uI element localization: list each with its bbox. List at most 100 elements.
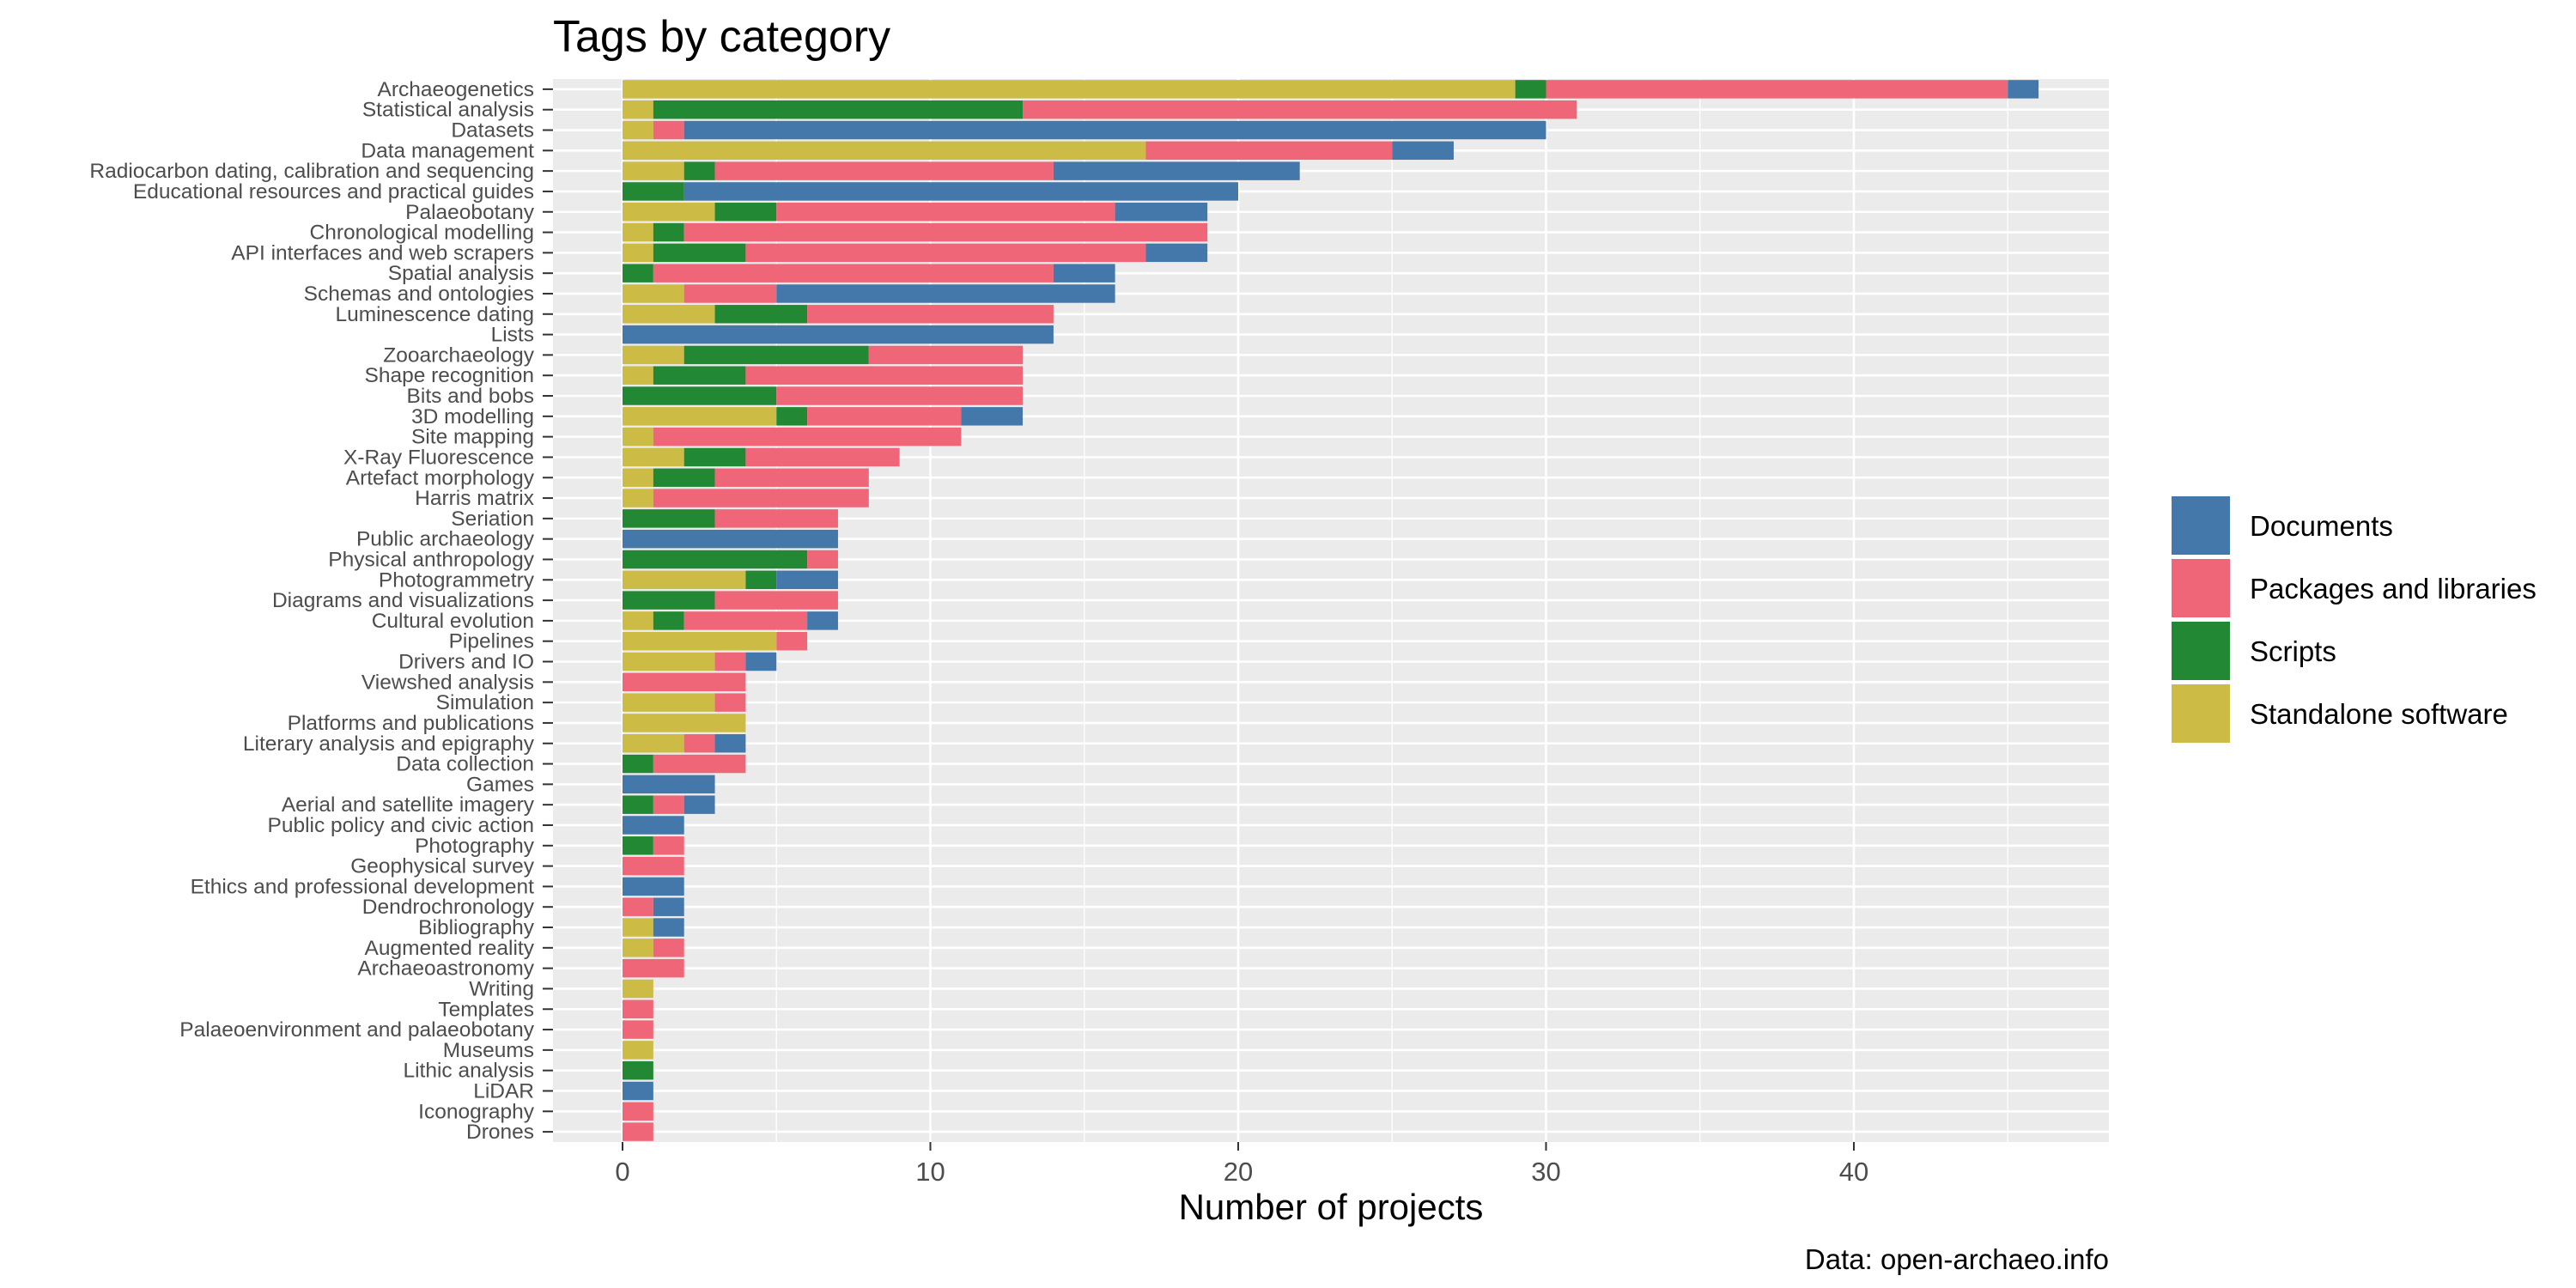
- bar-segment: [623, 141, 1146, 161]
- bar-segment: [653, 120, 684, 140]
- category-label: Statistical analysis: [362, 99, 534, 122]
- category-label: Writing: [469, 977, 534, 1000]
- bar-segment: [745, 652, 777, 671]
- bar-segment: [653, 611, 684, 630]
- bar-segment: [714, 734, 746, 753]
- bar-segment: [653, 243, 746, 263]
- bar-segment: [623, 1041, 653, 1060]
- bar-segment: [683, 284, 777, 303]
- bar-segment: [776, 203, 1115, 222]
- category-label: LiDAR: [473, 1079, 534, 1103]
- bar-segment: [653, 918, 684, 937]
- bar-segment: [623, 1020, 653, 1039]
- bar-segment: [745, 570, 777, 590]
- bar-segment: [623, 1102, 653, 1121]
- category-label: 3D modelling: [411, 405, 534, 428]
- x-ticks: 0 10 20 30 40: [615, 1142, 1868, 1187]
- legend-swatch: [2172, 622, 2230, 680]
- bar-segment: [623, 836, 653, 855]
- bar-segment: [653, 264, 1054, 283]
- bar-segment: [1392, 141, 1454, 161]
- bar-segment: [623, 427, 653, 447]
- category-label: Seriation: [451, 507, 534, 531]
- bar-segment: [807, 407, 962, 426]
- bar-segment: [623, 264, 653, 283]
- bar-segment: [1145, 243, 1208, 263]
- bar-segment: [2008, 80, 2039, 99]
- bar-segment: [683, 447, 746, 467]
- bar-segment: [623, 1122, 653, 1141]
- category-label: Viewshed analysis: [361, 671, 534, 694]
- bar-segment: [623, 693, 715, 712]
- category-label: Drones: [466, 1121, 534, 1144]
- category-label: Zooarchaeology: [383, 343, 534, 367]
- bar-segment: [623, 672, 746, 692]
- bar-segment: [623, 509, 715, 528]
- bar-segment: [714, 693, 746, 712]
- bar-segment: [776, 386, 1024, 405]
- bar-segment: [623, 734, 684, 753]
- bar-segment: [653, 897, 684, 916]
- category-label: Artefact morphology: [346, 466, 535, 489]
- bar-segment: [653, 836, 684, 855]
- bar-segment: [745, 447, 900, 467]
- bar-segment: [623, 305, 715, 324]
- bar-segment: [623, 284, 684, 303]
- bar-segment: [623, 979, 653, 999]
- bars: [623, 80, 2039, 1141]
- category-label: Chronological modelling: [310, 222, 535, 245]
- bar-segment: [653, 427, 962, 447]
- bar-segment: [1546, 80, 2008, 99]
- bar-segment: [683, 611, 808, 630]
- bar-segment: [623, 447, 684, 467]
- bar-segment: [714, 305, 808, 324]
- category-label: Drivers and IO: [398, 651, 534, 674]
- x-tick-label: 0: [615, 1157, 629, 1187]
- bar-segment: [1053, 264, 1115, 283]
- bar-segment: [623, 468, 653, 487]
- bar-segment: [623, 80, 1516, 99]
- bar-segment: [623, 161, 684, 180]
- bar-segment: [623, 243, 653, 263]
- bar-segment: [714, 652, 746, 671]
- category-label: Bibliography: [418, 916, 535, 939]
- category-label: Public archaeology: [356, 528, 535, 551]
- category-label: Diagrams and visualizations: [272, 589, 534, 612]
- x-tick-label: 30: [1531, 1157, 1560, 1187]
- bar-segment: [623, 489, 653, 507]
- bar-segment: [623, 897, 653, 916]
- bar-segment: [623, 856, 684, 876]
- bar-segment: [683, 795, 715, 814]
- legend-label: Documents: [2250, 510, 2393, 542]
- legend-label: Scripts: [2250, 635, 2336, 667]
- bar-segment: [868, 345, 1024, 365]
- bar-segment: [653, 366, 746, 385]
- bar-segment: [623, 918, 653, 937]
- category-label: Aerial and satellite imagery: [282, 793, 535, 817]
- bar-segment: [623, 775, 715, 794]
- legend-swatch: [2172, 559, 2230, 617]
- category-label: Bits and bobs: [407, 385, 534, 408]
- category-label: Lithic analysis: [403, 1060, 534, 1083]
- bar-segment: [653, 222, 684, 242]
- legend-label: Packages and libraries: [2250, 573, 2537, 605]
- category-label: Photogrammetry: [379, 568, 535, 592]
- bar-segment: [714, 161, 1054, 180]
- bar-segment: [1145, 141, 1393, 161]
- bar-segment: [714, 591, 838, 610]
- category-label: Templates: [438, 998, 534, 1021]
- category-label: Schemas and ontologies: [304, 283, 534, 306]
- bar-segment: [683, 182, 1238, 201]
- bar-segment: [653, 468, 715, 487]
- bar-segment: [623, 754, 653, 774]
- bar-segment: [623, 550, 808, 569]
- bar-segment: [623, 999, 653, 1018]
- category-label: Spatial analysis: [388, 262, 534, 285]
- x-tick-label: 10: [915, 1157, 945, 1187]
- bar-segment: [776, 407, 808, 426]
- bar-segment: [776, 570, 838, 590]
- bar-segment: [623, 795, 653, 814]
- legend: Documents Packages and libraries Scripts St…: [2172, 496, 2537, 743]
- bar-segment: [745, 366, 1024, 385]
